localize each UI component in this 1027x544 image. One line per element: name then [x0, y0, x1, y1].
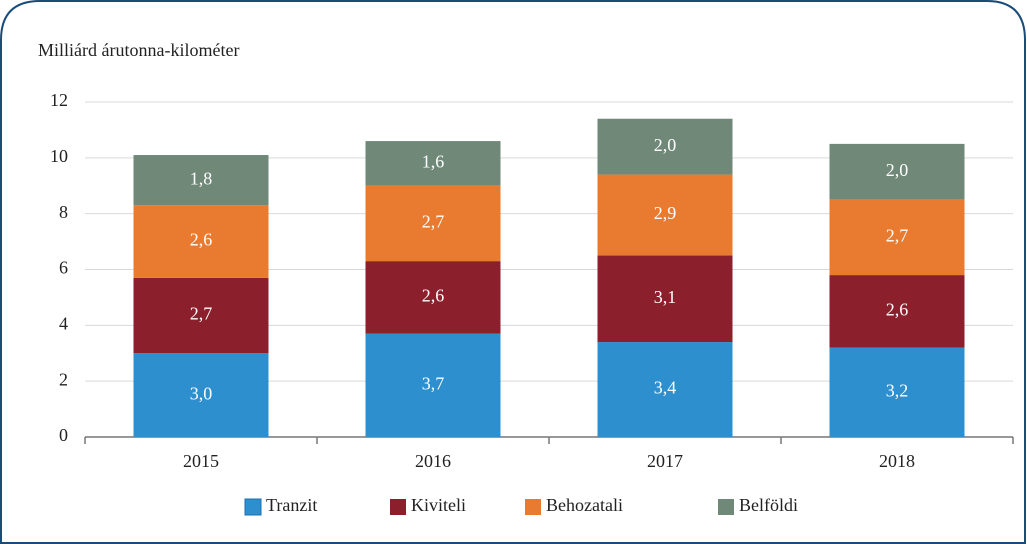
data-label: 3,4 — [654, 378, 677, 398]
data-label: 2,6 — [422, 286, 445, 306]
bar-segment — [597, 342, 733, 437]
y-tick-label: 4 — [59, 313, 68, 333]
data-label: 2,6 — [190, 230, 213, 250]
y-tick-label: 6 — [59, 258, 68, 278]
bar-segment — [133, 353, 269, 437]
x-tick-label: 2018 — [879, 451, 915, 471]
legend-swatch — [718, 499, 734, 515]
data-label: 3,0 — [190, 383, 213, 403]
data-label: 3,1 — [654, 287, 677, 307]
legend-label: Behozatali — [546, 495, 623, 515]
bar-segment — [597, 255, 733, 343]
data-label: 1,8 — [190, 168, 213, 188]
legend-swatch — [390, 499, 406, 515]
bar-segment — [597, 174, 733, 256]
bar-segment — [365, 261, 501, 334]
data-label: 2,0 — [886, 160, 909, 180]
data-label: 3,2 — [886, 380, 909, 400]
bar-segment — [829, 275, 965, 348]
x-tick-label: 2017 — [647, 451, 683, 471]
data-label: 2,0 — [654, 135, 677, 155]
data-label: 1,6 — [422, 152, 445, 172]
bar-segment — [829, 199, 965, 276]
bar-segment — [133, 277, 269, 354]
legend-label: Belföldi — [739, 495, 798, 515]
bar-segment — [829, 143, 965, 200]
data-label: 2,7 — [190, 304, 213, 324]
bar-segment — [365, 185, 501, 262]
x-tick-label: 2016 — [415, 451, 451, 471]
bar-segment — [597, 118, 733, 175]
data-label: 2,6 — [886, 300, 909, 320]
legend-swatch — [244, 498, 262, 516]
bar-segment — [133, 155, 269, 206]
data-label: 2,9 — [654, 203, 677, 223]
data-label: 3,7 — [422, 373, 445, 393]
x-tick-label: 2015 — [183, 451, 219, 471]
y-tick-label: 12 — [50, 90, 68, 110]
bar-segment — [365, 141, 501, 186]
y-tick-label: 10 — [50, 146, 68, 166]
legend-swatch — [525, 499, 541, 515]
y-tick-label: 8 — [59, 202, 68, 222]
y-axis-label: Milliárd árutonna-kilométer — [38, 40, 239, 60]
y-tick-label: 0 — [59, 425, 68, 445]
bar-segment — [829, 347, 965, 437]
y-tick-label: 2 — [59, 369, 68, 389]
legend-label: Kiviteli — [411, 495, 466, 515]
data-label: 2,7 — [422, 212, 445, 232]
data-label: 2,7 — [886, 226, 909, 246]
bar-segment — [133, 205, 269, 278]
legend-label: Tranzit — [266, 495, 317, 515]
bar-segment — [365, 333, 501, 437]
